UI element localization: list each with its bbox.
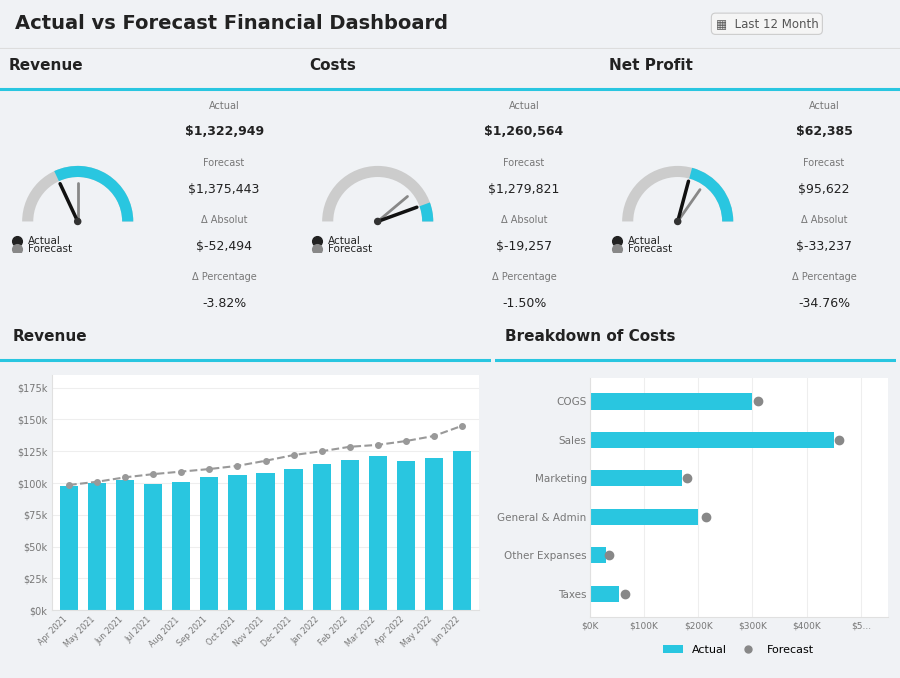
Text: ▦  Last 12 Month: ▦ Last 12 Month	[716, 17, 818, 31]
Polygon shape	[378, 207, 417, 222]
Text: Actual: Actual	[809, 100, 840, 111]
Circle shape	[75, 218, 81, 224]
Text: $62,385: $62,385	[796, 125, 852, 138]
Bar	[590, 393, 752, 410]
Text: Breakdown of Costs: Breakdown of Costs	[505, 329, 676, 344]
Text: $1,322,949: $1,322,949	[184, 125, 264, 138]
Wedge shape	[322, 166, 433, 222]
Bar	[340, 460, 359, 610]
Text: Δ Percentage: Δ Percentage	[192, 273, 256, 282]
Text: -34.76%: -34.76%	[798, 297, 850, 310]
Text: Δ Percentage: Δ Percentage	[491, 273, 556, 282]
Text: Δ Percentage: Δ Percentage	[792, 273, 857, 282]
Bar	[88, 483, 106, 610]
Bar	[229, 475, 247, 610]
Text: Revenue: Revenue	[9, 58, 84, 73]
Text: Forecast: Forecast	[804, 158, 845, 167]
Text: $-19,257: $-19,257	[496, 240, 553, 253]
Text: Actual: Actual	[627, 236, 661, 246]
Text: Forecast: Forecast	[28, 244, 72, 254]
Bar	[116, 480, 134, 610]
Bar	[144, 483, 162, 610]
Wedge shape	[54, 166, 133, 222]
Bar	[369, 456, 387, 610]
Circle shape	[675, 218, 680, 224]
Bar	[590, 547, 606, 563]
Bar	[172, 482, 191, 610]
Text: Forecast: Forecast	[203, 158, 245, 167]
Text: Δ Absolut: Δ Absolut	[500, 215, 547, 225]
Text: Δ Absolut: Δ Absolut	[201, 215, 248, 225]
Text: Actual: Actual	[508, 100, 539, 111]
Legend: Actual, Forecast: Actual, Forecast	[659, 640, 819, 659]
Text: $1,260,564: $1,260,564	[484, 125, 563, 138]
Wedge shape	[622, 166, 734, 222]
Polygon shape	[60, 184, 78, 222]
Text: Actual: Actual	[209, 100, 239, 111]
Text: -1.50%: -1.50%	[502, 297, 546, 310]
Text: $-33,237: $-33,237	[796, 240, 852, 253]
Bar	[590, 586, 619, 602]
Text: -3.82%: -3.82%	[202, 297, 247, 310]
Polygon shape	[678, 181, 688, 222]
Text: Actual: Actual	[328, 236, 361, 246]
Bar	[284, 469, 302, 610]
Bar	[60, 485, 78, 610]
Bar	[425, 458, 443, 610]
Text: Forecast: Forecast	[328, 244, 372, 254]
Wedge shape	[689, 167, 733, 222]
Text: Revenue: Revenue	[13, 329, 87, 344]
Bar	[200, 477, 219, 610]
Circle shape	[374, 218, 381, 224]
Text: Forecast: Forecast	[503, 158, 544, 167]
Bar	[590, 432, 834, 448]
Text: Net Profit: Net Profit	[609, 58, 693, 73]
Text: $-52,494: $-52,494	[196, 240, 252, 253]
Bar	[590, 508, 698, 525]
Bar	[590, 471, 682, 487]
Text: Actual: Actual	[28, 236, 60, 246]
Text: Actual vs Forecast Financial Dashboard: Actual vs Forecast Financial Dashboard	[15, 14, 448, 33]
Text: $1,375,443: $1,375,443	[188, 182, 260, 195]
Bar	[256, 473, 274, 610]
Wedge shape	[22, 166, 133, 222]
Text: $95,622: $95,622	[798, 182, 850, 195]
Bar	[312, 464, 331, 610]
Text: $1,279,821: $1,279,821	[489, 182, 560, 195]
Text: Costs: Costs	[309, 58, 356, 73]
Bar	[453, 452, 471, 610]
Text: Forecast: Forecast	[627, 244, 671, 254]
Wedge shape	[419, 203, 433, 222]
Text: Δ Absolut: Δ Absolut	[801, 215, 847, 225]
Bar	[397, 462, 415, 610]
